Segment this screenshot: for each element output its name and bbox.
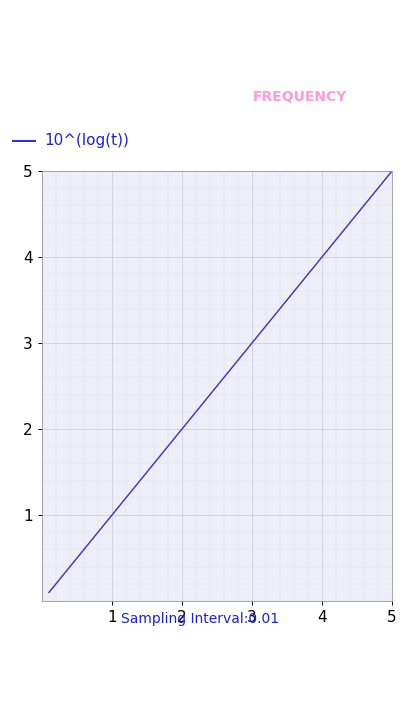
Text: ?: ? xyxy=(318,46,330,66)
Text: ☛: ☛ xyxy=(260,47,276,65)
Text: FREQUENCY: FREQUENCY xyxy=(253,90,347,105)
Text: ◁: ◁ xyxy=(92,666,108,685)
Text: ◎: ◎ xyxy=(148,47,164,65)
Text: y(t): y(t) xyxy=(81,47,111,65)
Text: ⚙: ⚙ xyxy=(204,47,220,65)
Text: 05:33: 05:33 xyxy=(355,10,388,20)
Text: ○: ○ xyxy=(192,666,208,685)
Text: □: □ xyxy=(291,666,309,685)
Text: T: T xyxy=(95,90,105,105)
Text: ⋮: ⋮ xyxy=(363,47,381,65)
Text: ▣: ▣ xyxy=(20,10,30,20)
Text: Sampling Interval:0.01: Sampling Interval:0.01 xyxy=(121,612,279,626)
Text: ≡: ≡ xyxy=(28,47,44,65)
Text: 10^(log(t)): 10^(log(t)) xyxy=(44,133,129,149)
